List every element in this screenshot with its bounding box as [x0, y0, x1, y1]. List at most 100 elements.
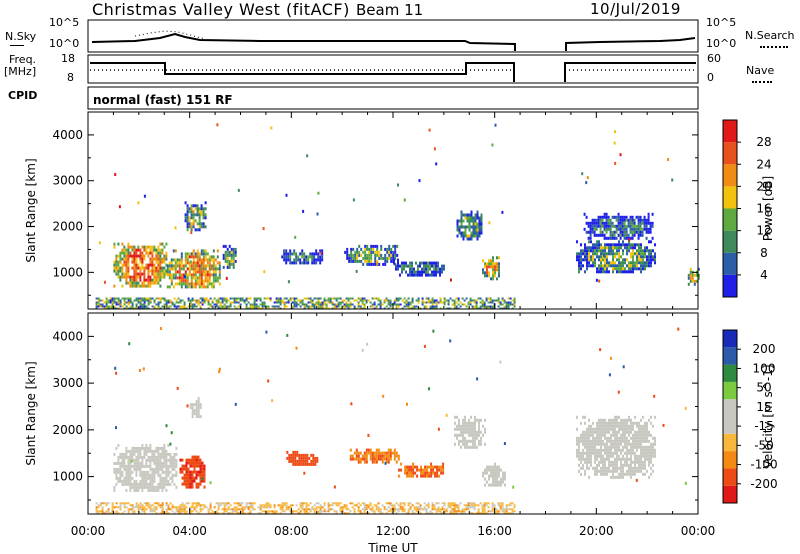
echo-cell [192, 222, 195, 226]
echo-cell [121, 251, 124, 255]
ground-cell [151, 297, 154, 300]
echo-cell [121, 461, 124, 465]
echo-cell [405, 264, 407, 268]
echo-cell [176, 276, 179, 280]
ground-cell [257, 305, 260, 308]
ground-cell [509, 504, 512, 507]
echo-cell [632, 445, 634, 449]
echo-cell [224, 253, 227, 257]
echo-cell [627, 221, 630, 225]
echo-cell [590, 249, 592, 253]
echo-cell [689, 276, 692, 280]
echo-cell [597, 221, 600, 225]
echo-cell [460, 234, 463, 238]
echo-cell [440, 471, 443, 475]
echo-cell [464, 228, 467, 232]
echo-cell [191, 403, 194, 407]
ground-cell [433, 305, 436, 308]
echo-cell [202, 249, 205, 253]
echo-cell [133, 275, 136, 279]
echo-cell [598, 436, 600, 440]
echo-cell [632, 261, 634, 265]
echo-cell [592, 243, 594, 247]
echo-cell [200, 267, 203, 271]
echo-cell [363, 460, 366, 464]
echo-cell [626, 445, 628, 449]
echo-cell [292, 462, 295, 466]
echo-cell [187, 458, 190, 462]
echo-cell [151, 266, 154, 270]
echo-cell [285, 258, 288, 262]
echo-cell [642, 430, 644, 434]
ground-cell [215, 305, 218, 308]
ground-cell [427, 299, 430, 302]
echo-cell [693, 282, 696, 286]
echo-cell [608, 270, 610, 274]
echo-cell [157, 452, 160, 456]
echo-cell [159, 479, 162, 483]
echo-cell [648, 433, 650, 437]
echo-cell [648, 430, 650, 434]
ground-cell [221, 299, 224, 302]
echo-cell [458, 439, 460, 443]
echo-cell [605, 221, 608, 225]
echo-cell [630, 252, 632, 256]
echo-cell [353, 451, 356, 455]
ground-cell [147, 297, 150, 300]
echo-cell [620, 270, 622, 274]
ground-cell [307, 508, 310, 511]
ground-cell [497, 504, 500, 507]
echo-cell [147, 455, 150, 459]
echo-cell [313, 255, 316, 259]
echo-cell [149, 479, 152, 483]
echo-cell [125, 272, 128, 276]
ground-cell [269, 510, 272, 513]
scatter-point [196, 207, 199, 211]
echo-cell [615, 236, 618, 240]
echo-cell [302, 459, 305, 463]
echo-cell [210, 282, 213, 286]
echo-cell [642, 264, 644, 268]
scatter-point [428, 387, 430, 391]
echo-cell [151, 260, 154, 264]
ground-cell [427, 502, 430, 505]
echo-cell [159, 461, 162, 465]
ground-cell [275, 305, 278, 308]
echo-cell [646, 439, 648, 443]
echo-cell [153, 485, 156, 489]
echo-cell [608, 261, 610, 265]
echo-cell [121, 473, 124, 477]
echo-cell [602, 439, 604, 443]
echo-cell [626, 442, 628, 446]
echo-cell [606, 436, 608, 440]
echo-cell [137, 467, 140, 471]
ground-cell [273, 305, 276, 308]
echo-cell [210, 273, 213, 277]
echo-cell [610, 451, 612, 455]
echo-cell [488, 259, 490, 263]
echo-cell [137, 275, 140, 279]
ground-cell [171, 303, 174, 306]
echo-cell [642, 451, 644, 455]
ground-cell [297, 508, 300, 511]
echo-cell [189, 458, 192, 462]
ground-cell [481, 301, 484, 304]
echo-cell [151, 257, 154, 261]
ground-cell [319, 297, 322, 300]
echo-cell [640, 427, 642, 431]
echo-cell [166, 270, 169, 274]
echo-cell [590, 463, 592, 467]
ground-cell [267, 504, 270, 507]
ground-cell [257, 512, 260, 515]
echo-cell [693, 273, 696, 277]
ground-cell [403, 301, 406, 304]
echo-cell [625, 236, 628, 240]
echo-cell [464, 213, 467, 217]
echo-cell [183, 464, 186, 468]
ground-cell [231, 510, 234, 513]
ground-cell [155, 506, 158, 509]
scatter-point [684, 406, 687, 410]
echo-cell [119, 260, 122, 264]
ground-cell [231, 512, 234, 515]
echo-cell [363, 454, 366, 458]
